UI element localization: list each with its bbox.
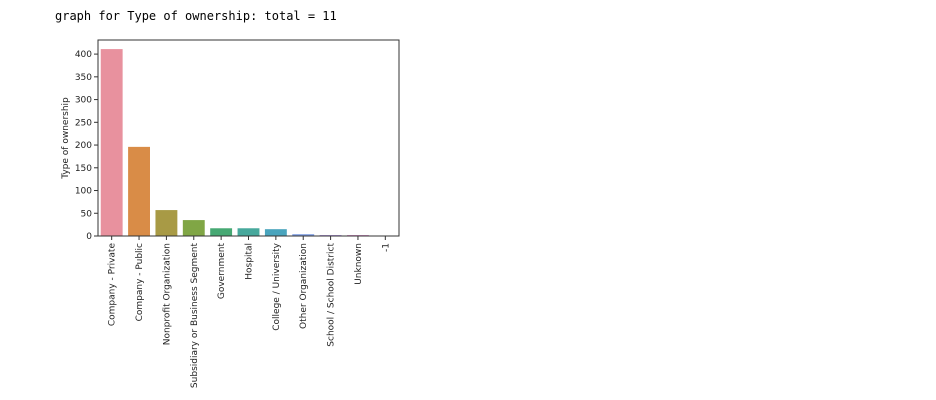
- bar: [264, 229, 287, 236]
- bar: [237, 228, 260, 236]
- y-tick-label: 350: [75, 73, 92, 83]
- x-tick-label: Government: [217, 243, 227, 300]
- x-tick-label: Company - Public: [135, 243, 145, 321]
- plot-frame: [97, 39, 400, 237]
- y-axis-label: Type of ownership: [61, 97, 71, 180]
- bar: [210, 228, 233, 236]
- y-tick-label: 250: [75, 118, 92, 128]
- x-tick-label: Company - Private: [108, 243, 118, 327]
- x-tick-label: Hospital: [245, 243, 255, 280]
- y-tick-label: 300: [75, 96, 92, 106]
- y-tick-label: 100: [75, 187, 92, 197]
- x-tick-label: Nonprofit Organization: [162, 243, 172, 345]
- y-tick-label: 150: [75, 164, 92, 174]
- y-tick-label: 50: [81, 209, 93, 219]
- y-tick-label: 200: [75, 141, 92, 151]
- y-tick-label: 400: [75, 50, 92, 60]
- x-tick-label: Other Organization: [299, 243, 309, 329]
- x-tick-label: -1: [381, 243, 391, 252]
- bar: [128, 146, 150, 236]
- bar: [292, 234, 315, 236]
- x-tick-label: School / School District: [327, 243, 337, 347]
- chart-title: graph for Type of ownership: total = 11: [55, 9, 337, 23]
- bar: [100, 49, 123, 237]
- bar: [182, 220, 205, 236]
- x-tick-label: College / University: [272, 242, 282, 330]
- y-tick-label: 0: [86, 232, 92, 242]
- bar: [155, 210, 178, 236]
- x-tick-label: Unknown: [354, 243, 364, 285]
- x-tick-label: Subsidiary or Business Segment: [190, 243, 200, 389]
